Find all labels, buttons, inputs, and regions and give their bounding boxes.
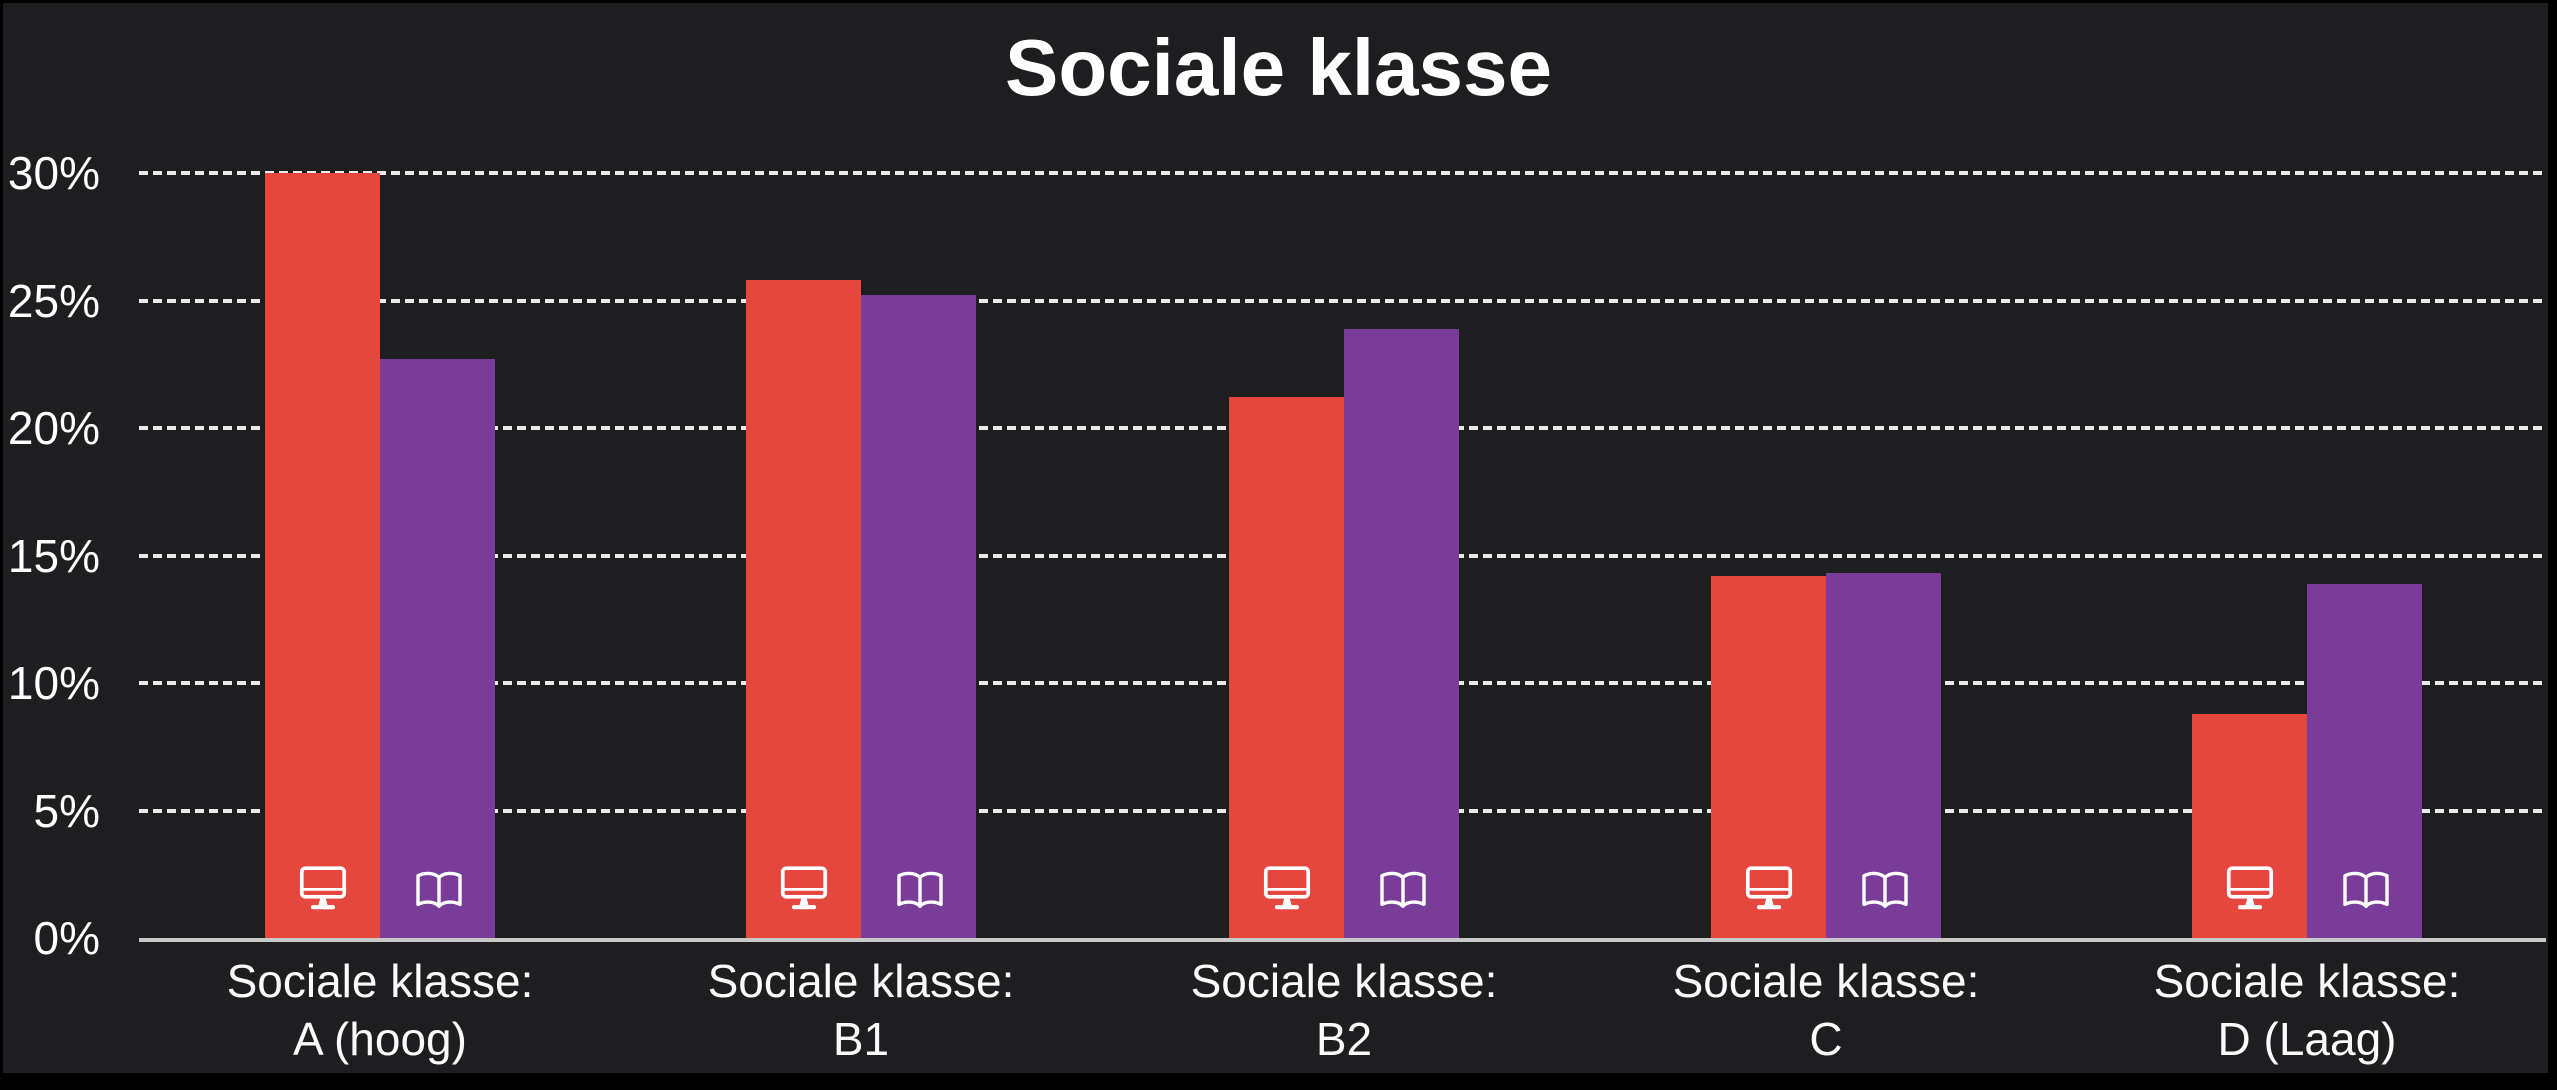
bar-book-category-1 xyxy=(380,359,495,938)
monitor-icon xyxy=(1745,865,1793,912)
book-icon xyxy=(1860,870,1908,912)
bar-monitor-category-1 xyxy=(265,173,380,938)
x-axis-label-line1: Sociale klasse: xyxy=(2153,955,2461,1007)
y-tick-label-5pct: 5% xyxy=(33,784,100,837)
x-axis-label-line1: Sociale klasse: xyxy=(1190,955,1498,1007)
book-icon xyxy=(414,870,462,912)
bar-book-category-2 xyxy=(861,295,976,938)
x-axis-label-line2: B2 xyxy=(1315,1013,1373,1065)
monitor-icon xyxy=(1263,865,1311,912)
y-tick-label-20pct: 20% xyxy=(7,402,100,454)
x-axis-label-category-3: Sociale klasse: B2 xyxy=(1084,952,1604,1068)
bar-monitor-category-3 xyxy=(1229,397,1344,938)
monitor-icon xyxy=(2226,865,2274,912)
monitor-icon xyxy=(780,865,828,912)
y-tick-label-30pct: 30% xyxy=(7,147,100,199)
book-icon xyxy=(2341,870,2389,912)
chart-title: Sociale klasse xyxy=(1004,23,1553,112)
bar-book-category-5 xyxy=(2307,584,2422,938)
book-icon xyxy=(895,870,943,912)
monitor-icon xyxy=(299,865,347,912)
y-tick-label-10pct: 10% xyxy=(7,657,100,709)
x-axis-line xyxy=(139,938,2546,942)
x-axis-label-line2: A (hoog) xyxy=(293,1013,467,1065)
x-axis-label-line2: D (Laag) xyxy=(2217,1013,2397,1065)
gridline-30pct xyxy=(139,171,2546,175)
x-axis-label-line2: C xyxy=(1809,1013,1843,1065)
gridline-25pct xyxy=(139,298,2546,303)
bar-monitor-category-4 xyxy=(1711,576,1826,938)
y-tick-label-25pct: 25% xyxy=(7,274,100,327)
x-axis-label-line1: Sociale klasse: xyxy=(1672,955,1980,1007)
bar-book-category-3 xyxy=(1344,329,1459,938)
bar-book-category-4 xyxy=(1826,573,1941,938)
x-axis-label-line1: Sociale klasse: xyxy=(226,955,534,1007)
x-axis-label-line1: Sociale klasse: xyxy=(707,955,1015,1007)
x-axis-label-category-5: Sociale klasse: D (Laag) xyxy=(2047,952,2557,1068)
x-axis-label-category-2: Sociale klasse: B1 xyxy=(601,952,1121,1068)
x-axis-label-category-4: Sociale klasse: C xyxy=(1566,952,2086,1068)
y-tick-label-0pct: 0% xyxy=(33,912,100,964)
y-tick-label-15pct: 15% xyxy=(7,529,100,582)
bar-monitor-category-2 xyxy=(746,280,861,938)
x-axis-label-line2: B1 xyxy=(832,1013,890,1065)
x-axis-label-category-1: Sociale klasse: A (hoog) xyxy=(120,952,640,1068)
book-icon xyxy=(1378,870,1426,912)
bar-monitor-category-5 xyxy=(2192,714,2307,938)
